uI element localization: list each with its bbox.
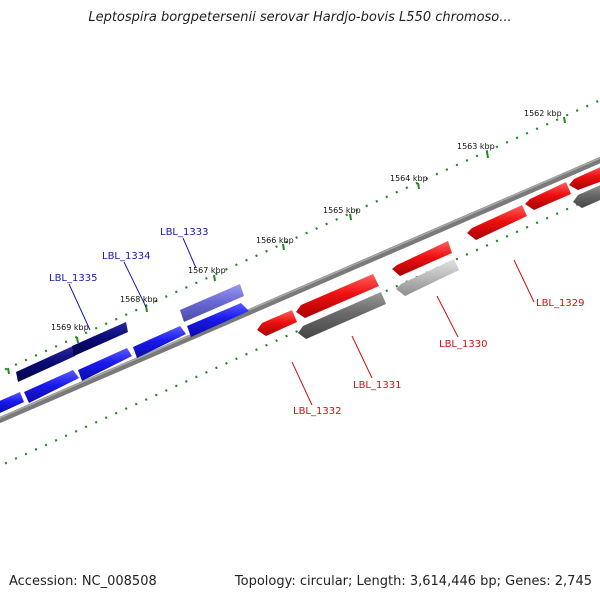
label-leaders [68, 237, 535, 406]
kbp-label: 1566 kbp [256, 236, 294, 245]
gene-feature[interactable] [180, 284, 244, 322]
gene-feature[interactable] [133, 326, 186, 358]
gene-feature[interactable] [396, 259, 459, 296]
gene-feature[interactable] [257, 310, 297, 336]
kbp-label: 1562 kbp [524, 109, 562, 118]
gene-label[interactable]: LBL_1330 [439, 339, 487, 350]
gene-label[interactable]: LBL_1329 [536, 298, 584, 309]
major-ticks [7, 116, 566, 375]
chromosome-backbone [0, 156, 600, 424]
kbp-label: 1567 kbp [188, 266, 226, 275]
forward-genes-inner [0, 303, 249, 413]
kbp-label: 1568 kbp [120, 295, 158, 304]
kbp-label: 1565 kbp [323, 206, 361, 215]
gene-feature[interactable] [187, 303, 249, 337]
gene-feature[interactable] [467, 205, 527, 240]
gene-feature[interactable] [298, 292, 386, 339]
reverse-genes-inner [257, 183, 600, 339]
gene-feature[interactable] [78, 348, 132, 381]
accession-text: Accession: NC_008508 [9, 574, 157, 589]
gene-label[interactable]: LBL_1332 [293, 406, 341, 417]
forward-genes-outer [16, 284, 244, 382]
gene-label[interactable]: LBL_1333 [160, 227, 208, 238]
genome-summary-text: Topology: circular; Length: 3,614,446 bp… [234, 574, 592, 589]
kbp-label: 1563 kbp [457, 142, 495, 151]
kbp-label: 1564 kbp [390, 174, 428, 183]
gene-feature[interactable] [573, 183, 600, 208]
gene-feature[interactable] [24, 370, 79, 403]
inner-tick-track [0, 193, 600, 467]
gene-feature[interactable] [16, 346, 75, 382]
gene-feature[interactable] [525, 182, 571, 210]
map-title: Leptospira borgpetersenii serovar Hardjo… [88, 10, 512, 25]
reverse-genes-outer [296, 165, 600, 318]
gene-feature[interactable] [296, 274, 379, 318]
gene-label[interactable]: LBL_1335 [49, 273, 97, 284]
gene-feature[interactable] [0, 392, 24, 413]
gene-feature[interactable] [392, 241, 452, 276]
gene-labels: LBL_1335 LBL_1334 LBL_1333 LBL_1332 LBL_… [49, 227, 584, 417]
outer-tick-track [0, 99, 600, 373]
kbp-label: 1569 kbp [51, 323, 89, 332]
kbp-scale: 1562 kbp 1563 kbp 1564 kbp 1565 kbp 1566… [51, 109, 562, 332]
gene-feature[interactable] [72, 322, 128, 356]
gene-label[interactable]: LBL_1334 [102, 251, 150, 262]
gene-label[interactable]: LBL_1331 [353, 380, 401, 391]
gene-feature[interactable] [569, 165, 600, 190]
